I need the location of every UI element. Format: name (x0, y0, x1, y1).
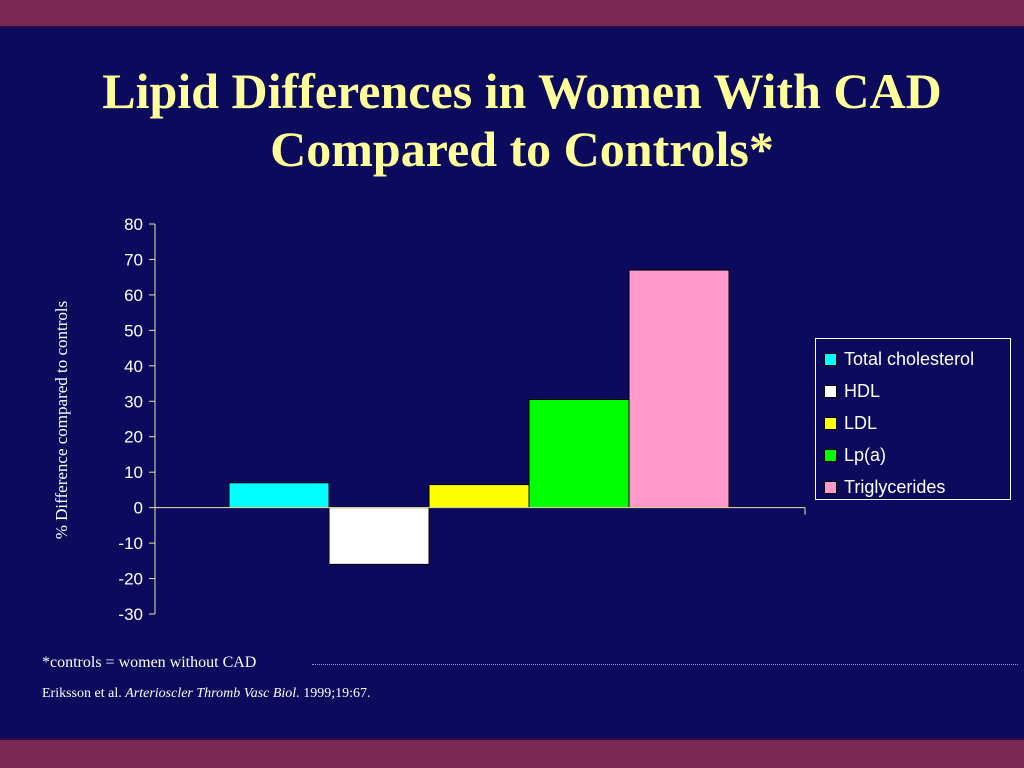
legend-label: LDL (844, 412, 878, 433)
bar-lp-a (528, 399, 630, 509)
citation-authors: Eriksson et al. (42, 686, 126, 701)
legend-label: Triglycerides (844, 476, 946, 497)
legend-item: Lp(a) (824, 439, 1010, 471)
y-tick-label: 50 (124, 321, 143, 340)
y-tick-label: 0 (134, 499, 143, 518)
top-band (0, 0, 1024, 28)
legend-item: HDL (824, 375, 1010, 407)
citation-details: 1999;19:67. (299, 686, 371, 701)
y-tick-label: 40 (124, 357, 143, 376)
legend-swatch (824, 416, 837, 430)
legend-item: Triglycerides (824, 471, 1010, 503)
bar-ldl (428, 484, 530, 509)
legend-swatch (824, 352, 837, 366)
y-tick-label: 70 (124, 250, 143, 269)
y-axis-label: % Difference compared to controls (52, 300, 71, 540)
legend-swatch (824, 448, 837, 462)
legend-label: Lp(a) (844, 444, 887, 465)
title-line-1: Lipid Differences in Women With CAD (102, 63, 942, 119)
y-tick-label: 30 (124, 392, 143, 411)
bottom-band (0, 738, 1024, 768)
y-tick-label: -10 (118, 534, 143, 553)
footnote-divider (312, 664, 1018, 665)
y-tick-label: 80 (124, 215, 143, 234)
bar-hdl (328, 507, 430, 565)
legend-swatch (824, 480, 837, 494)
legend-item: LDL (824, 407, 1010, 439)
slide-title: Lipid Differences in Women With CAD Comp… (20, 62, 1024, 178)
legend-label: HDL (844, 380, 881, 401)
footnote: *controls = women without CAD (42, 654, 257, 671)
y-tick-label: -20 (118, 570, 143, 589)
bar-triglycerides (628, 269, 730, 509)
title-line-2: Compared to Controls* (270, 121, 774, 177)
bar-total-cholesterol (228, 482, 330, 509)
legend-item: Total cholesterol (824, 343, 1010, 375)
chart-legend: Total cholesterol HDL LDL Lp(a) Triglyceride… (815, 338, 1011, 500)
y-tick-label: -30 (118, 605, 143, 624)
legend-swatch (824, 384, 837, 398)
y-tick-label: 20 (124, 428, 143, 447)
legend-label: Total cholesterol (844, 348, 975, 369)
y-tick-label: 10 (124, 463, 143, 482)
citation-journal: Arterioscler Thromb Vasc Biol. (125, 686, 300, 701)
citation: Eriksson et al. Arterioscler Thromb Vasc… (42, 686, 370, 702)
y-tick-label: 60 (124, 286, 143, 305)
